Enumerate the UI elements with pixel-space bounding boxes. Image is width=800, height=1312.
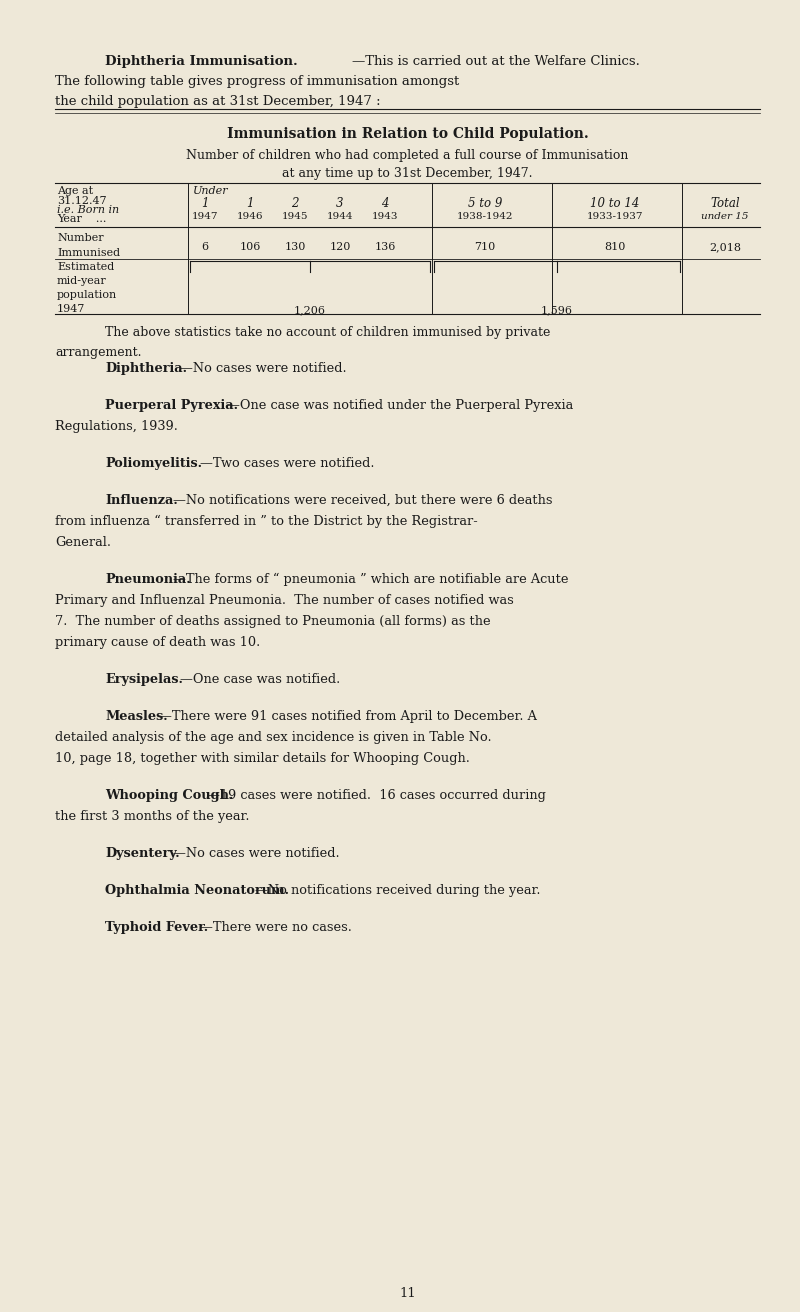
Text: —No cases were notified.: —No cases were notified. xyxy=(180,362,346,375)
Text: 1: 1 xyxy=(202,197,209,210)
Text: —Two cases were notified.: —Two cases were notified. xyxy=(200,457,374,470)
Text: 1933-1937: 1933-1937 xyxy=(586,213,643,220)
Text: 1946: 1946 xyxy=(237,213,263,220)
Text: under 15: under 15 xyxy=(702,213,749,220)
Text: Diphtheria.: Diphtheria. xyxy=(105,362,187,375)
Text: Number: Number xyxy=(57,234,104,243)
Text: population: population xyxy=(57,290,118,300)
Text: Regulations, 1939.: Regulations, 1939. xyxy=(55,420,178,433)
Text: Immunisation in Relation to Child Population.: Immunisation in Relation to Child Popula… xyxy=(226,127,588,140)
Text: Influenza.: Influenza. xyxy=(105,495,178,506)
Text: 2,018: 2,018 xyxy=(709,241,741,252)
Text: Erysipelas.: Erysipelas. xyxy=(105,673,183,686)
Text: mid-year: mid-year xyxy=(57,276,106,286)
Text: The above statistics take no account of children immunised by private: The above statistics take no account of … xyxy=(105,325,550,338)
Text: the first 3 months of the year.: the first 3 months of the year. xyxy=(55,810,250,823)
Text: 2: 2 xyxy=(291,197,298,210)
Text: 1947: 1947 xyxy=(57,304,86,314)
Text: Whooping Cough.: Whooping Cough. xyxy=(105,789,234,802)
Text: —No cases were notified.: —No cases were notified. xyxy=(173,848,340,859)
Text: Estimated: Estimated xyxy=(57,262,114,272)
Text: —19 cases were notified.  16 cases occurred during: —19 cases were notified. 16 cases occurr… xyxy=(207,789,546,802)
Text: Pneumonia.: Pneumonia. xyxy=(105,573,190,586)
Text: the child population as at 31st December, 1947 :: the child population as at 31st December… xyxy=(55,94,381,108)
Text: 3: 3 xyxy=(336,197,344,210)
Text: —One case was notified under the Puerperal Pyrexia: —One case was notified under the Puerper… xyxy=(227,399,574,412)
Text: Year    ...: Year ... xyxy=(57,214,106,224)
Text: i.e. Born in: i.e. Born in xyxy=(57,205,119,215)
Text: —There were no cases.: —There were no cases. xyxy=(200,921,352,934)
Text: 6: 6 xyxy=(202,241,209,252)
Text: 5 to 9: 5 to 9 xyxy=(468,197,502,210)
Text: 710: 710 xyxy=(474,241,496,252)
Text: Poliomyelitis.: Poliomyelitis. xyxy=(105,457,202,470)
Text: 11: 11 xyxy=(399,1287,416,1300)
Text: arrangement.: arrangement. xyxy=(55,346,142,359)
Text: 1938-1942: 1938-1942 xyxy=(457,213,514,220)
Text: Dysentery.: Dysentery. xyxy=(105,848,180,859)
Text: 130: 130 xyxy=(284,241,306,252)
Text: 4: 4 xyxy=(382,197,389,210)
Text: 1: 1 xyxy=(246,197,254,210)
Text: Under: Under xyxy=(193,186,229,195)
Text: 810: 810 xyxy=(604,241,626,252)
Text: 1,206: 1,206 xyxy=(294,304,326,315)
Text: Age at: Age at xyxy=(57,186,93,195)
Text: detailed analysis of the age and sex incidence is given in Table No.: detailed analysis of the age and sex inc… xyxy=(55,731,492,744)
Text: —The forms of “ pneumonia ” which are notifiable are Acute: —The forms of “ pneumonia ” which are no… xyxy=(173,573,569,586)
Text: 10, page 18, together with similar details for Whooping Cough.: 10, page 18, together with similar detai… xyxy=(55,752,470,765)
Text: —This is carried out at the Welfare Clinics.: —This is carried out at the Welfare Clin… xyxy=(352,55,640,68)
Text: Number of children who had completed a full course of Immunisation: Number of children who had completed a f… xyxy=(186,150,629,161)
Text: The following table gives progress of immunisation amongst: The following table gives progress of im… xyxy=(55,75,459,88)
Text: General.: General. xyxy=(55,537,111,548)
Text: Typhoid Fever.: Typhoid Fever. xyxy=(105,921,208,934)
Text: 1947: 1947 xyxy=(192,213,218,220)
Text: Puerperal Pyrexia.: Puerperal Pyrexia. xyxy=(105,399,238,412)
Text: Total: Total xyxy=(710,197,740,210)
Text: —There were 91 cases notified from April to December. A: —There were 91 cases notified from April… xyxy=(159,710,538,723)
Text: 1944: 1944 xyxy=(326,213,354,220)
Text: —No notifications received during the year.: —No notifications received during the ye… xyxy=(254,884,540,897)
Text: 1,596: 1,596 xyxy=(541,304,573,315)
Text: primary cause of death was 10.: primary cause of death was 10. xyxy=(55,636,260,649)
Text: Immunised: Immunised xyxy=(57,248,120,258)
Text: —One case was notified.: —One case was notified. xyxy=(180,673,340,686)
Text: 136: 136 xyxy=(374,241,396,252)
Text: 1943: 1943 xyxy=(372,213,398,220)
Text: 10 to 14: 10 to 14 xyxy=(590,197,640,210)
Text: —No notifications were received, but there were 6 deaths: —No notifications were received, but the… xyxy=(173,495,553,506)
Text: at any time up to 31st December, 1947.: at any time up to 31st December, 1947. xyxy=(282,167,533,180)
Text: 106: 106 xyxy=(239,241,261,252)
Text: from influenza “ transferred in ” to the District by the Registrar-: from influenza “ transferred in ” to the… xyxy=(55,516,478,529)
Text: 120: 120 xyxy=(330,241,350,252)
Text: 1945: 1945 xyxy=(282,213,308,220)
Text: 31.12.47: 31.12.47 xyxy=(57,195,106,206)
Text: Primary and Influenzal Pneumonia.  The number of cases notified was: Primary and Influenzal Pneumonia. The nu… xyxy=(55,594,514,607)
Text: Ophthalmia Neonatorum.: Ophthalmia Neonatorum. xyxy=(105,884,289,897)
Text: Diphtheria Immunisation.: Diphtheria Immunisation. xyxy=(105,55,298,68)
Text: Measles.: Measles. xyxy=(105,710,168,723)
Text: 7.  The number of deaths assigned to Pneumonia (all forms) as the: 7. The number of deaths assigned to Pneu… xyxy=(55,615,490,628)
